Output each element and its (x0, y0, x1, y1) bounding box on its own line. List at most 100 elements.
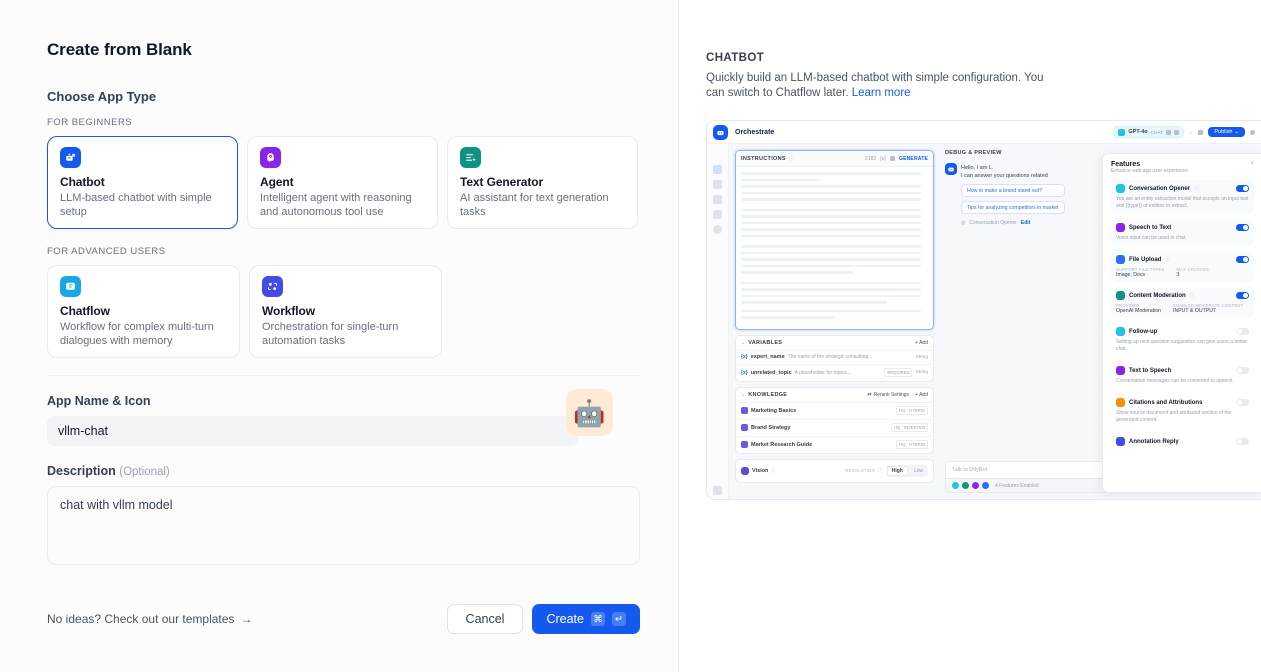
create-button[interactable]: Create ⌘ ↵ (532, 604, 640, 634)
app-type-card-text-generator[interactable]: Text Generator AI assistant for text gen… (447, 136, 638, 229)
bot-avatar-icon (945, 163, 957, 175)
app-type-card-workflow[interactable]: Workflow Orchestration for single-turn a… (249, 265, 442, 358)
learn-more-link[interactable]: Learn more (851, 87, 911, 99)
knowledge-header[interactable]: ⌄ KNOWLEDGE ⇄ Rerank Settings + Add (736, 388, 933, 402)
feature-kv-item: PROVIDER OpenAI Moderation (1116, 303, 1161, 314)
settings-sliders-icon[interactable] (1198, 129, 1204, 135)
vision-icon (741, 466, 749, 475)
variable-name: unrelated_topic (750, 369, 792, 376)
skeleton-line (741, 309, 921, 312)
app-type-card-chatflow[interactable]: Chatflow Workflow for complex multi-turn… (47, 265, 240, 358)
info-icon: ⓘ (1165, 257, 1171, 263)
rail-monitoring-icon[interactable] (713, 225, 722, 234)
greeting-line-2: I can answer your questions related (961, 173, 1048, 179)
preview-publish-button[interactable]: Publish ⌄ (1208, 127, 1245, 137)
variables-add-button[interactable]: + Add (915, 339, 928, 346)
description-textarea[interactable]: chat with vllm model (47, 486, 640, 565)
knowledge-row[interactable]: Brand Strategy HQ · INVERTED (736, 418, 933, 436)
skeleton-line (741, 185, 921, 188)
resolution-segmented-control[interactable]: High Low (885, 464, 928, 477)
app-type-desc: Workflow for complex multi-turn dialogue… (60, 321, 214, 347)
features-title: Features (1111, 161, 1141, 168)
variable-key-icon: {x} (741, 369, 748, 376)
variable-key-icon: {x} (741, 354, 748, 360)
text-to-speech-icon (1116, 366, 1125, 375)
knowledge-row[interactable]: Market Research Guide HQ · HYBRID (736, 435, 933, 453)
feature-header: Follow-up (1116, 327, 1249, 336)
copy-icon[interactable] (889, 156, 895, 161)
feature-toggle[interactable] (1236, 224, 1249, 231)
preview-app-logo-icon (713, 124, 728, 140)
feature-name: Conversation Opener (1129, 185, 1191, 192)
publish-label: Publish (1214, 129, 1233, 135)
resolution-option-low[interactable]: Low (913, 467, 923, 474)
skeleton-line (741, 215, 921, 218)
chevron-down-icon[interactable]: ⌄ (1189, 129, 1194, 134)
rail-logs-icon[interactable] (713, 195, 722, 204)
resolution-option-high[interactable]: High (886, 465, 908, 476)
command-key-icon: ⌘ (591, 612, 605, 626)
variable-type: String (915, 370, 928, 375)
variable-insert-icon[interactable]: {x} (880, 155, 886, 162)
variables-header[interactable]: ⌄ VARIABLES + Add (736, 336, 933, 350)
feature-toggle[interactable] (1236, 367, 1249, 374)
feature-name: Annotation Reply (1129, 438, 1179, 445)
feature-header: Conversation Opener ⓘ (1116, 184, 1249, 193)
follow-up-icon (1116, 327, 1125, 336)
knowledge-row[interactable]: Marketing Basics HQ · HYBRID (736, 401, 933, 419)
variable-row[interactable]: {x} unrelated_topic A placeholder for to… (736, 363, 933, 381)
skeleton-line (741, 228, 921, 231)
preview-config-column: INSTRUCTIONS ⓘ 2182 {x} GENERATE (729, 144, 939, 499)
rail-image-icon[interactable] (713, 180, 722, 189)
variables-title: VARIABLES (748, 339, 783, 346)
preview-model-selector[interactable]: GPT-4o CHAT (1113, 126, 1185, 138)
generate-button[interactable]: GENERATE (898, 155, 928, 162)
rail-menu-icon[interactable] (713, 150, 722, 159)
skeleton-line (741, 191, 921, 194)
vision-row[interactable]: Vision ⓘ RESOLUTION ⓘ High Low (736, 460, 933, 482)
rail-collapse-icon[interactable] (713, 486, 722, 495)
app-type-cards-advanced: Chatflow Workflow for complex multi-turn… (47, 265, 638, 358)
suggested-question[interactable]: How to make a brand stand out? (961, 184, 1065, 197)
knowledge-name: Market Research Guide (751, 441, 813, 448)
templates-link[interactable]: No ideas? Check out our templates → (47, 612, 252, 626)
cancel-button[interactable]: Cancel (446, 604, 524, 634)
rerank-settings-button[interactable]: ⇄ Rerank Settings (867, 391, 910, 398)
feature-toggle[interactable] (1236, 185, 1249, 192)
app-type-card-agent[interactable]: Agent Intelligent agent with reasoning a… (247, 136, 438, 229)
close-icon[interactable]: × (1250, 161, 1254, 167)
variable-row[interactable]: {x} expert_name The name of the strategi… (736, 349, 933, 364)
app-type-card-chatbot[interactable]: Chatbot LLM-based chatbot with simple se… (47, 136, 238, 229)
knowledge-add-button[interactable]: + Add (915, 391, 928, 398)
conversation-opener-label: Conversation Opener (969, 220, 1017, 226)
feature-header: File Upload ⓘ (1116, 255, 1249, 264)
feature-toggle[interactable] (1236, 256, 1249, 263)
app-name-input[interactable]: vllm-chat (47, 416, 578, 446)
feature-toggle[interactable] (1236, 328, 1249, 335)
feature-header: Content Moderation ⓘ (1116, 291, 1249, 300)
app-icon-picker[interactable]: 🤖 (566, 389, 613, 436)
feature-toggle[interactable] (1236, 399, 1249, 406)
info-icon: ⓘ (1194, 186, 1200, 192)
history-icon[interactable] (1250, 129, 1255, 135)
app-name-label: App Name & Icon (47, 394, 151, 408)
chat-message-body: Hello, I am L. I can answer your questio… (961, 163, 1065, 226)
feature-toggle[interactable] (1236, 292, 1249, 299)
feature-icon-conversation-opener (952, 482, 959, 489)
chat-input[interactable]: Talk to DifyBot (945, 461, 1118, 479)
eye-icon (1174, 129, 1180, 135)
rail-annotation-icon[interactable] (713, 210, 722, 219)
description-label: Description (Optional) (47, 464, 638, 478)
opener-edit-button[interactable]: Edit (1020, 220, 1031, 226)
feature-toggle[interactable] (1236, 438, 1249, 445)
kv-value: 3 (1176, 272, 1180, 278)
chatbot-icon (60, 147, 81, 168)
kv-label: ENABLED MODERATE CONTENT (1173, 303, 1244, 308)
rail-orchestrate-icon[interactable] (713, 165, 722, 174)
feature-header: Text to Speech (1116, 366, 1249, 375)
instructions-char-count: 2182 (865, 155, 877, 162)
app-type-desc: AI assistant for text generation tasks (460, 192, 609, 218)
info-description: Quickly build an LLM-based chatbot with … (706, 71, 1058, 101)
suggested-question[interactable]: Tips for analyzing competitors in market (961, 201, 1065, 214)
feature-icon-content-moderation (962, 482, 969, 489)
